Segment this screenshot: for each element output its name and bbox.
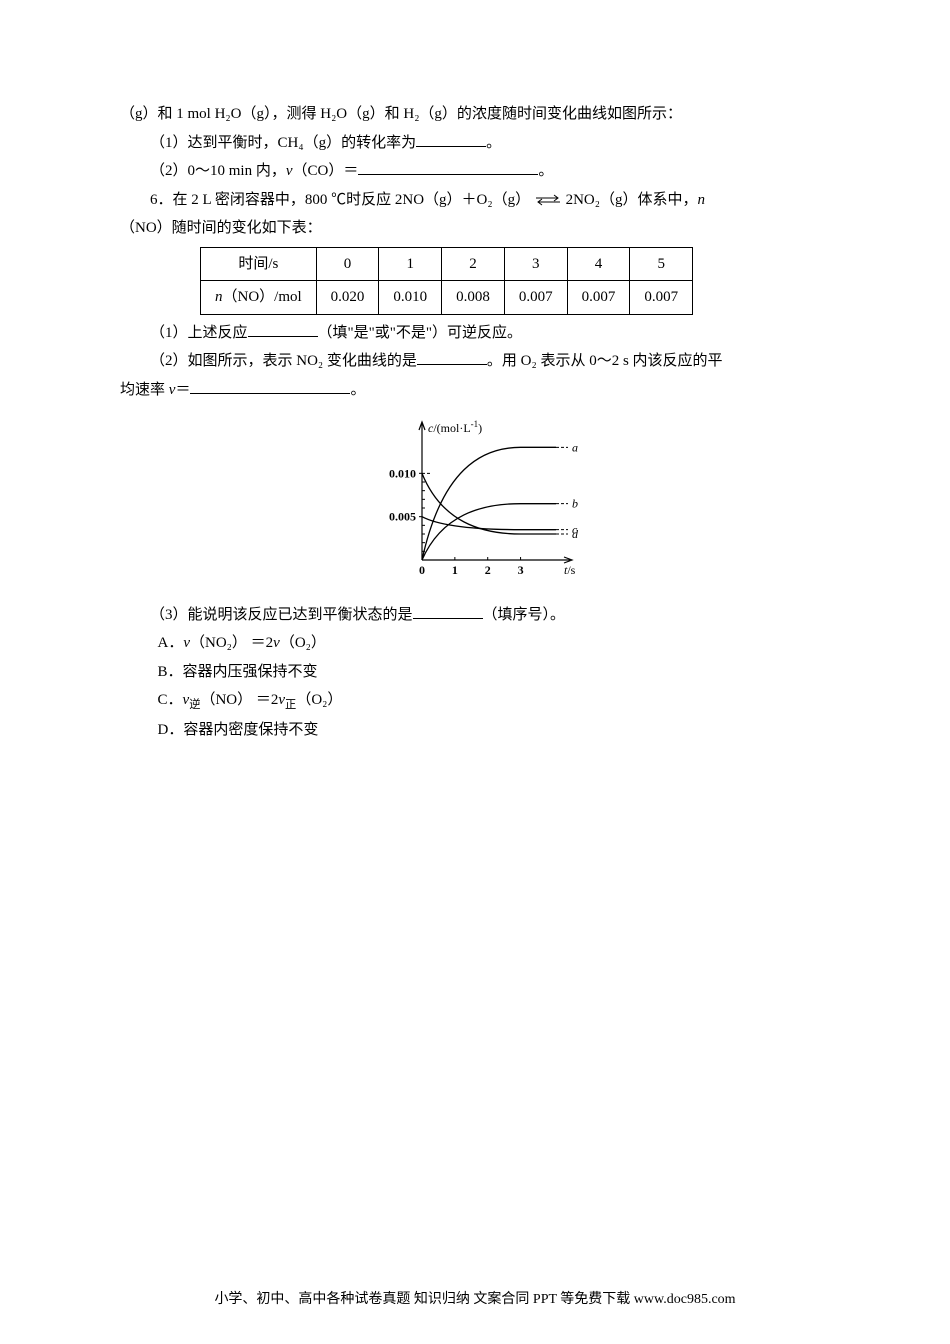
concentration-chart: 0.0100.0050123c/(mol·L-1)t/sabcd	[120, 410, 830, 591]
q6-intro-a: 6．在 2 L 密闭容器中，800 ℃时反应 2NO（g）＋O₂（g）	[150, 192, 530, 208]
q6-s2-line2: 均速率 v＝。	[120, 376, 830, 405]
optA-label: A．	[158, 635, 184, 651]
q6-s2-pre: （2）如图所示，表示 NO₂ 变化曲线的是	[150, 353, 417, 369]
q6-s2-line1: （2）如图所示，表示 NO₂ 变化曲线的是 。用 O₂ 表示从 0～2 s 内该反…	[120, 347, 830, 376]
q6-s2-line2-pre: 均速率	[120, 382, 169, 398]
blank-5	[190, 378, 350, 394]
blank-4	[417, 349, 487, 365]
blank-2	[358, 159, 538, 175]
svg-text:a: a	[572, 440, 578, 454]
row-label-rest: （NO）/mol	[223, 289, 302, 305]
th-1: 0	[316, 247, 379, 281]
optC-sub2: 正	[285, 699, 296, 711]
td-1: 0.010	[379, 281, 442, 315]
var-n: n	[698, 192, 706, 208]
option-d: D．容器内密度保持不变	[120, 716, 830, 745]
optA-b: （NO₂） ＝2	[190, 635, 273, 651]
td-4: 0.007	[567, 281, 630, 315]
var-v-1: v	[286, 163, 293, 179]
q6-s3-post: （填序号）。	[483, 607, 566, 623]
svg-text:t/s: t/s	[564, 563, 576, 577]
q5-s2-pre: （2）0～10 min 内，	[150, 163, 286, 179]
blank-1	[416, 131, 486, 147]
svg-text:0.005: 0.005	[389, 510, 416, 524]
th-6: 5	[630, 247, 693, 281]
option-a: A．v（NO₂） ＝2v（O₂）	[120, 629, 830, 658]
q6-s1-mid: （填"是"或"不是"）可逆反应。	[318, 325, 523, 341]
table-row-header: 时间/s 0 1 2 3 4 5	[201, 247, 693, 281]
svg-text:2: 2	[485, 563, 491, 577]
td-2: 0.008	[442, 281, 505, 315]
q6-s1: （1）上述反应 （填"是"或"不是"）可逆反应。	[120, 319, 830, 348]
q6-s2-mid: 。用 O₂ 表示从 0～2 s 内该反应的平	[487, 353, 723, 369]
chart-svg: 0.0100.0050123c/(mol·L-1)t/sabcd	[360, 410, 590, 580]
optA-d: （O₂）	[280, 635, 326, 651]
optC-b: （NO） ＝2	[200, 692, 278, 708]
th-3: 2	[442, 247, 505, 281]
table-row-data: n（NO）/mol 0.020 0.010 0.008 0.007 0.007 …	[201, 281, 693, 315]
th-0: 时间/s	[201, 247, 317, 281]
th-4: 3	[504, 247, 567, 281]
q6-intro-b: 2NO₂（g）体系中，	[566, 192, 698, 208]
td-5: 0.007	[630, 281, 693, 315]
q6-s3-pre: （3）能说明该反应已达到平衡状态的是	[150, 607, 413, 623]
q5-s1-post: 。	[486, 135, 501, 151]
svg-text:0: 0	[419, 563, 425, 577]
para1: （g）和 1 mol H₂O（g），测得 H₂O（g）和 H₂（g）的浓度随时间…	[120, 100, 830, 129]
row-label-n: n	[215, 289, 223, 305]
reversible-arrow-icon	[534, 194, 562, 206]
q5-s1-pre: （1）达到平衡时，CH₄（g）的转化率为	[150, 135, 416, 151]
optC-d: （O₂）	[296, 692, 342, 708]
q6-intro: 6．在 2 L 密闭容器中，800 ℃时反应 2NO（g）＋O₂（g） 2NO₂…	[120, 186, 830, 215]
q6-intro-d: （NO）随时间的变化如下表：	[120, 214, 830, 243]
q5-sub2: （2）0～10 min 内，v（CO）＝ 。	[120, 157, 830, 186]
q5-sub1: （1）达到平衡时，CH₄（g）的转化率为 。	[120, 129, 830, 158]
optA-v1: v	[183, 635, 190, 651]
option-c: C．v逆（NO） ＝2v正（O₂）	[120, 686, 830, 716]
page-footer: 小学、初中、高中各种试卷真题 知识归纳 文案合同 PPT 等免费下载 www.d…	[0, 1287, 950, 1314]
td-0: 0.020	[316, 281, 379, 315]
row-label: n（NO）/mol	[201, 281, 317, 315]
blank-6	[413, 603, 483, 619]
td-3: 0.007	[504, 281, 567, 315]
data-table: 时间/s 0 1 2 3 4 5 n（NO）/mol 0.020 0.010 0…	[200, 247, 693, 315]
svg-text:c/(mol·L-1): c/(mol·L-1)	[428, 419, 482, 435]
option-b: B．容器内压强保持不变	[120, 658, 830, 687]
optC-label: C．	[158, 692, 183, 708]
q6-s2-eq: ＝	[175, 382, 190, 398]
svg-text:0.010: 0.010	[389, 466, 416, 480]
th-2: 1	[379, 247, 442, 281]
svg-text:b: b	[572, 497, 578, 511]
th-5: 4	[567, 247, 630, 281]
q6-s1-pre: （1）上述反应	[150, 325, 248, 341]
q6-s3: （3）能说明该反应已达到平衡状态的是 （填序号）。	[120, 601, 830, 630]
optA-v2: v	[273, 635, 280, 651]
q6-s2-post: 。	[350, 382, 365, 398]
optC-sub1: 逆	[189, 699, 200, 711]
blank-3	[248, 321, 318, 337]
svg-text:1: 1	[452, 563, 458, 577]
q5-s2-post: 。	[538, 163, 553, 179]
svg-text:d: d	[572, 527, 579, 541]
svg-text:3: 3	[518, 563, 524, 577]
q5-s2-mid: （CO）＝	[293, 163, 359, 179]
